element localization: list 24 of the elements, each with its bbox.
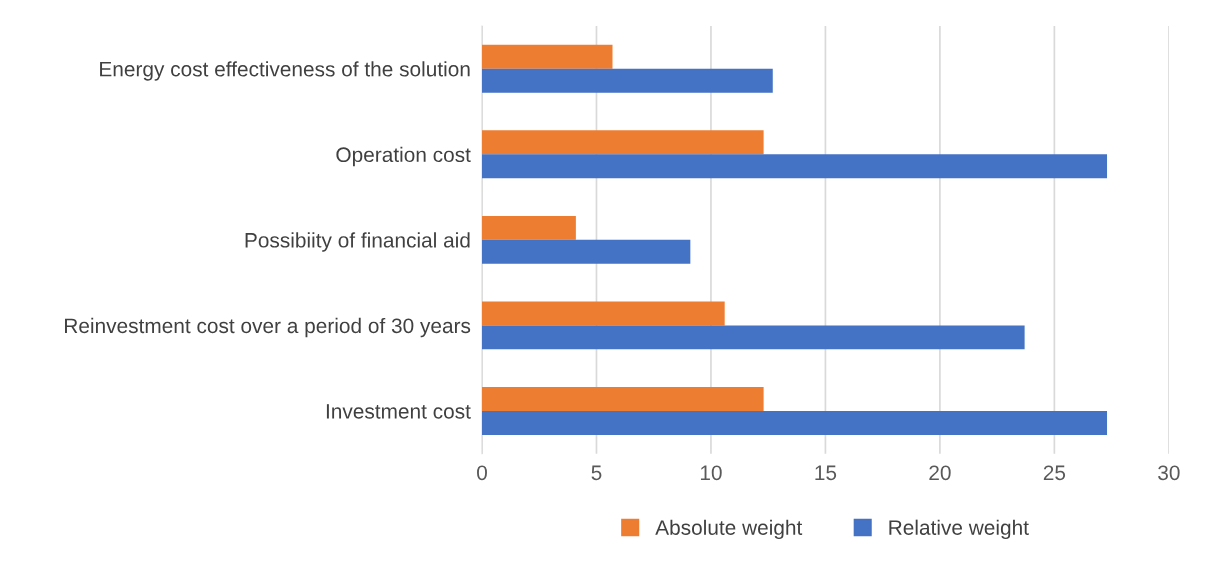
bar — [482, 130, 764, 155]
x-tick-label: 30 — [1158, 465, 1180, 481]
bar — [482, 68, 773, 93]
legend-label: Relative weight — [889, 519, 1029, 540]
bar — [482, 325, 1025, 350]
x-tick-label: 15 — [815, 465, 837, 481]
bar — [482, 301, 725, 326]
y-tick-label: Reinvestment cost over a period of 30 years — [65, 317, 471, 338]
bar — [482, 387, 764, 411]
y-tick-label: Energy cost effectiveness of the solution — [100, 61, 470, 81]
legend-label: Absolute weight — [655, 519, 803, 540]
bar — [482, 410, 1108, 435]
y-tick-label: Investment cost — [326, 404, 471, 419]
bar — [482, 44, 613, 69]
x-tick-label: 10 — [700, 465, 722, 481]
x-tick-label: 5 — [591, 465, 602, 481]
x-tick-label: 25 — [1043, 465, 1066, 481]
x-tick-label: 20 — [929, 465, 951, 481]
y-tick-label: Operation cost — [336, 146, 471, 167]
bar — [482, 239, 691, 264]
y-tick-label: Possibiity of financial aid — [245, 232, 470, 252]
bar — [482, 215, 576, 240]
x-tick-label: 0 — [477, 465, 487, 481]
bar — [482, 154, 1108, 179]
